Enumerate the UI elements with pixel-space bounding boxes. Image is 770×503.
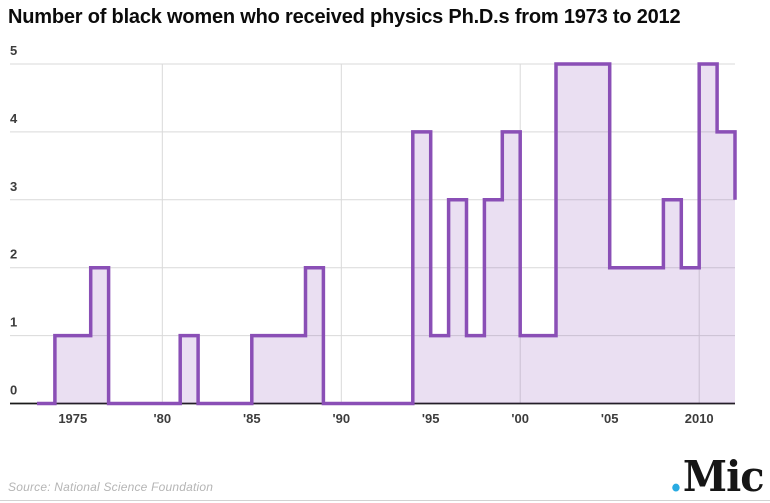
y-tick-label: 0 xyxy=(10,383,17,398)
y-tick-label: 5 xyxy=(10,43,17,58)
area-fill xyxy=(37,64,735,404)
step-line xyxy=(37,62,737,406)
x-tick-label: '90 xyxy=(333,411,351,426)
y-tick-label: 4 xyxy=(10,111,18,126)
source-note: Source: National Science Foundation xyxy=(8,480,214,494)
x-tick-label: '80 xyxy=(154,411,172,426)
mic-logo-dot: . xyxy=(669,452,684,501)
x-tick-label: 1975 xyxy=(58,411,87,426)
step-area-chart: 0 1 2 3 4 5 1975 '80 '85 '90 '95 '00 '05 2010 xyxy=(10,43,737,426)
x-tick-label: '95 xyxy=(422,411,440,426)
y-tick-label: 1 xyxy=(10,315,17,330)
x-tick-label: '00 xyxy=(511,411,529,426)
mic-logo: .Mic xyxy=(669,452,765,501)
page-title: Number of black women who received physi… xyxy=(8,6,681,28)
bottom-divider xyxy=(0,500,770,501)
y-tick-label: 2 xyxy=(10,247,17,262)
y-tick-label: 3 xyxy=(10,179,17,194)
x-tick-label: '85 xyxy=(243,411,261,426)
x-tick-label: 2010 xyxy=(685,411,714,426)
x-tick-label: '05 xyxy=(601,411,619,426)
mic-logo-text: Mic xyxy=(683,452,765,501)
